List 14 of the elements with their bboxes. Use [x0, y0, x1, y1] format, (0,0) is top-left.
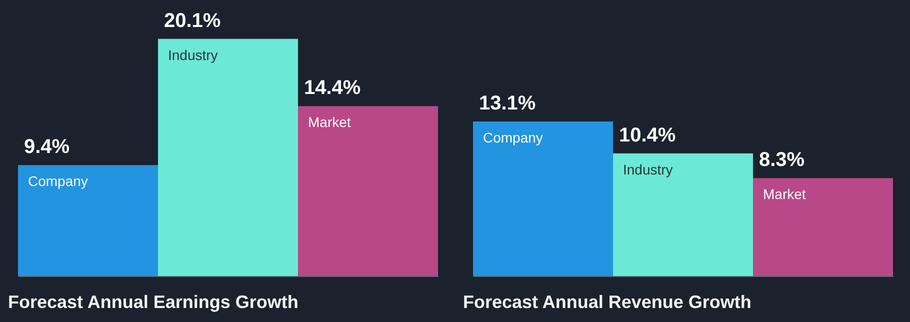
text: Forecast Annual Earnings Growth	[8, 292, 298, 312]
x-tick-label: Market	[308, 114, 351, 130]
data-label: 8.3%	[759, 149, 805, 172]
x-tick-label: Industry	[623, 161, 673, 178]
data-label: 14.4%	[304, 77, 361, 100]
x-tick-label: Industry	[168, 46, 218, 63]
x-tick-label: Market	[763, 186, 806, 202]
data-label: 10.4%	[619, 124, 676, 146]
data-label: 9.4%	[24, 136, 70, 158]
text: Forecast Annual Revenue Growth	[463, 292, 752, 312]
data-label: 13.1%	[479, 92, 536, 114]
x-tick-label: Company	[483, 129, 543, 146]
x-tick-label: Company	[28, 173, 88, 190]
data-label: 20.1%	[164, 10, 221, 32]
